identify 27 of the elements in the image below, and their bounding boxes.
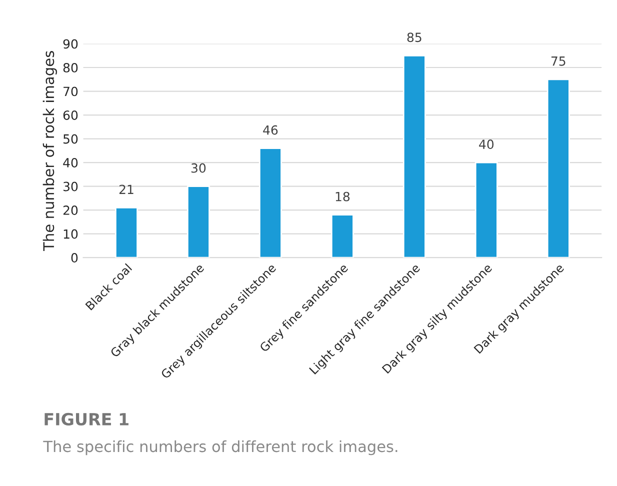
y-tick-label: 30 <box>63 182 78 192</box>
data-label: 30 <box>191 163 206 173</box>
bar <box>546 78 570 258</box>
data-label: 46 <box>263 125 278 135</box>
bar <box>186 186 210 258</box>
y-axis-title: The number of rock images <box>42 51 57 252</box>
y-tick-label: 50 <box>63 134 78 144</box>
y-tick-label: 20 <box>63 206 78 215</box>
bar <box>258 148 282 258</box>
bar <box>474 162 498 258</box>
text: The specific numbers of different rock images. <box>43 440 398 456</box>
data-label: 18 <box>336 192 350 202</box>
y-tick-label: 70 <box>64 86 78 96</box>
y-tick-label: 10 <box>64 229 78 239</box>
data-label: 75 <box>551 56 566 66</box>
y-tick-label: 80 <box>63 62 78 72</box>
data-label: 85 <box>407 32 422 42</box>
y-tick-label: 0 <box>71 253 78 263</box>
y-tick-label: 90 <box>63 39 78 49</box>
bar <box>402 54 426 258</box>
bar <box>330 214 354 258</box>
data-label: 21 <box>119 184 134 194</box>
y-tick-label: 40 <box>63 158 78 168</box>
caption: FIGURE 1 <box>44 412 128 426</box>
bar <box>114 206 138 258</box>
data-label: 40 <box>479 140 494 150</box>
y-tick-label: 60 <box>63 110 78 120</box>
